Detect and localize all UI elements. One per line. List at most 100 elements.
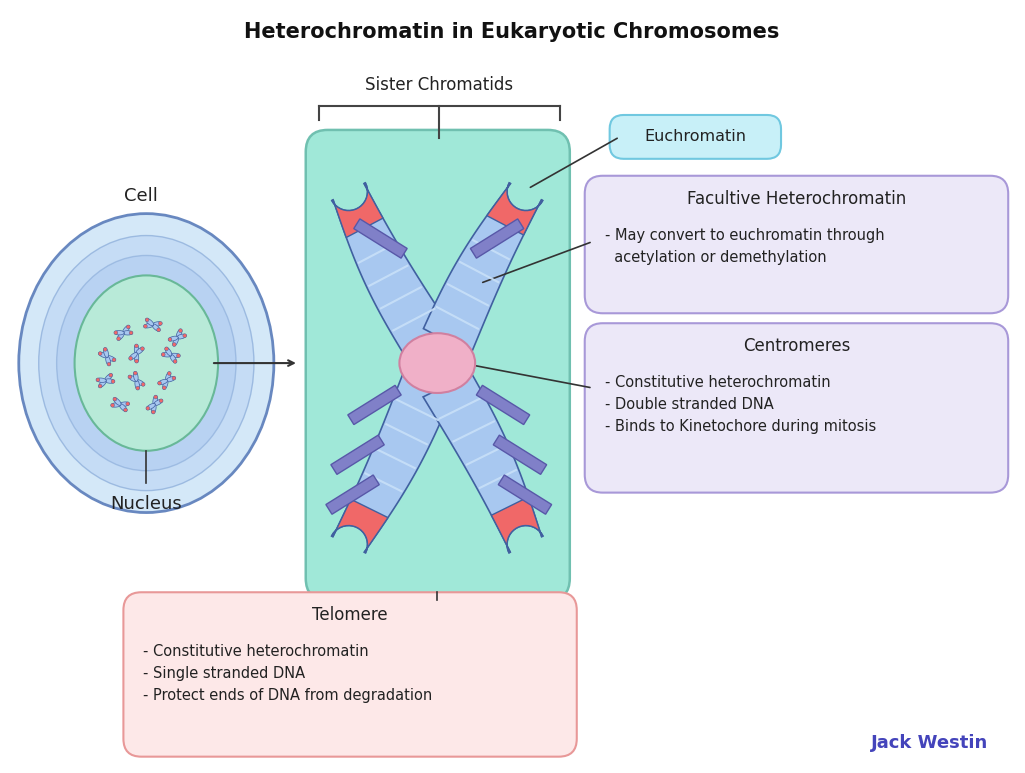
Ellipse shape — [128, 376, 137, 382]
Bar — [354, 219, 407, 258]
Ellipse shape — [159, 322, 162, 325]
Ellipse shape — [167, 372, 171, 376]
Text: Sister Chromatids: Sister Chromatids — [365, 76, 514, 94]
Ellipse shape — [134, 345, 138, 354]
Ellipse shape — [117, 337, 121, 341]
Text: Heterochromatin in Eukaryotic Chromosomes: Heterochromatin in Eukaryotic Chromosome… — [244, 22, 780, 43]
Ellipse shape — [146, 318, 149, 322]
Text: Facultive Heterochromatin: Facultive Heterochromatin — [687, 189, 906, 208]
Ellipse shape — [126, 402, 130, 406]
Ellipse shape — [144, 325, 148, 329]
Ellipse shape — [107, 363, 111, 366]
Bar — [493, 435, 546, 475]
Ellipse shape — [117, 332, 124, 340]
Text: Centromeres: Centromeres — [743, 337, 850, 355]
Ellipse shape — [165, 347, 172, 356]
Ellipse shape — [141, 383, 146, 386]
Ellipse shape — [123, 331, 132, 335]
Text: Jack Westin: Jack Westin — [871, 734, 988, 751]
Ellipse shape — [170, 353, 180, 358]
Ellipse shape — [119, 402, 129, 407]
Ellipse shape — [165, 347, 168, 351]
Ellipse shape — [152, 404, 156, 414]
Ellipse shape — [134, 344, 138, 348]
Polygon shape — [423, 183, 542, 354]
Ellipse shape — [39, 236, 254, 491]
Ellipse shape — [75, 275, 218, 451]
Ellipse shape — [124, 408, 127, 412]
Ellipse shape — [158, 381, 162, 385]
FancyBboxPatch shape — [584, 323, 1009, 492]
Ellipse shape — [153, 396, 158, 405]
Ellipse shape — [105, 374, 112, 382]
Bar — [477, 385, 530, 424]
Ellipse shape — [134, 352, 138, 363]
Ellipse shape — [133, 372, 138, 381]
Text: - Constitutive heterochromatin
- Single stranded DNA
- Protect ends of DNA from : - Constitutive heterochromatin - Single … — [144, 644, 433, 703]
Ellipse shape — [173, 359, 177, 363]
FancyBboxPatch shape — [584, 175, 1009, 313]
Ellipse shape — [56, 255, 236, 471]
Ellipse shape — [162, 386, 166, 390]
Ellipse shape — [135, 380, 139, 390]
Ellipse shape — [166, 376, 175, 382]
Ellipse shape — [165, 372, 171, 381]
Polygon shape — [332, 183, 383, 237]
FancyBboxPatch shape — [305, 130, 570, 600]
Ellipse shape — [129, 352, 137, 359]
Text: Cell: Cell — [124, 187, 158, 205]
Ellipse shape — [154, 400, 163, 406]
Ellipse shape — [115, 331, 124, 335]
Ellipse shape — [176, 334, 187, 339]
Ellipse shape — [161, 352, 165, 356]
Text: - May convert to euchromatin through
  acetylation or demethylation: - May convert to euchromatin through ace… — [605, 227, 885, 265]
Polygon shape — [332, 373, 451, 553]
Ellipse shape — [111, 404, 115, 407]
Ellipse shape — [114, 397, 121, 405]
Ellipse shape — [133, 371, 137, 375]
Ellipse shape — [126, 325, 130, 329]
Ellipse shape — [152, 322, 162, 326]
Bar — [347, 385, 401, 424]
Ellipse shape — [104, 347, 108, 351]
Ellipse shape — [159, 399, 163, 403]
Text: Euchromatin: Euchromatin — [645, 129, 746, 145]
Ellipse shape — [140, 347, 145, 351]
Ellipse shape — [119, 404, 127, 411]
Ellipse shape — [152, 410, 155, 414]
Ellipse shape — [104, 348, 109, 357]
Ellipse shape — [176, 329, 181, 339]
Ellipse shape — [176, 354, 180, 358]
Ellipse shape — [154, 395, 158, 399]
Ellipse shape — [123, 325, 129, 334]
Ellipse shape — [128, 375, 132, 379]
Bar — [326, 475, 379, 514]
Ellipse shape — [129, 356, 132, 360]
Ellipse shape — [96, 378, 99, 382]
Ellipse shape — [163, 380, 168, 390]
Ellipse shape — [144, 323, 154, 328]
Ellipse shape — [98, 352, 108, 358]
Ellipse shape — [168, 338, 172, 342]
Ellipse shape — [146, 318, 154, 325]
Ellipse shape — [152, 324, 160, 331]
Ellipse shape — [98, 352, 103, 356]
Ellipse shape — [157, 328, 161, 332]
Ellipse shape — [114, 331, 118, 335]
Polygon shape — [487, 183, 542, 235]
Bar — [470, 219, 524, 258]
Ellipse shape — [134, 359, 138, 363]
Ellipse shape — [105, 379, 115, 383]
Ellipse shape — [106, 356, 111, 366]
FancyBboxPatch shape — [123, 592, 577, 757]
Ellipse shape — [172, 376, 176, 380]
Ellipse shape — [147, 404, 155, 410]
Text: - Constitutive heterochromatin
- Double stranded DNA
- Binds to Kinetochore duri: - Constitutive heterochromatin - Double … — [605, 375, 876, 434]
FancyBboxPatch shape — [610, 115, 781, 158]
Ellipse shape — [18, 213, 274, 512]
Ellipse shape — [113, 397, 117, 401]
Text: Telomere: Telomere — [313, 606, 387, 624]
Bar — [331, 435, 384, 475]
Ellipse shape — [178, 329, 182, 332]
Polygon shape — [332, 499, 387, 553]
